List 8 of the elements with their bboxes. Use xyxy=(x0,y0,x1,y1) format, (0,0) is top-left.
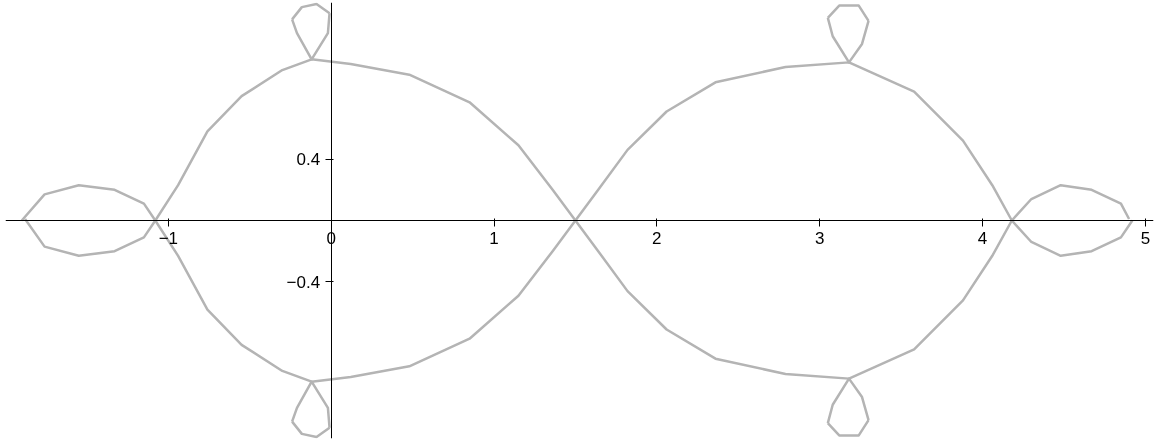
x-tick-label: 5 xyxy=(1140,228,1151,248)
y-tick-label: −0.4 xyxy=(286,272,321,292)
x-tick-label: 2 xyxy=(652,228,662,248)
x-tick-label: 3 xyxy=(814,228,825,248)
x-tick-label: −1 xyxy=(158,228,179,248)
x-tick-label: 4 xyxy=(977,228,988,248)
y-tick-label: 0.4 xyxy=(296,150,321,170)
x-tick-label: 1 xyxy=(489,228,499,248)
